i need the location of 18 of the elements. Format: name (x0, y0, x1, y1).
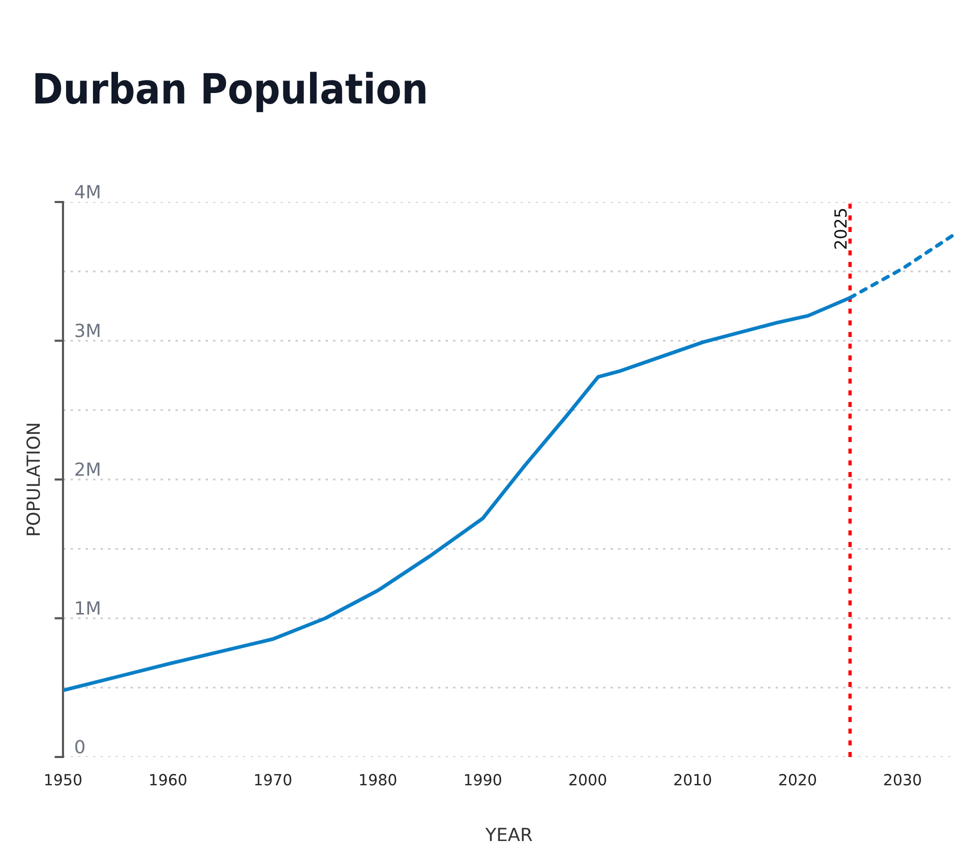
x-tick-label: 1970 (255, 774, 292, 786)
chart-title: Durban Population (35, 72, 426, 112)
ref-line-label: 2025 (834, 209, 847, 249)
x-tick-label: 2030 (884, 774, 921, 786)
x-tick-label: 1960 (150, 774, 186, 786)
x-tick-label: 2010 (674, 774, 712, 786)
x-tick-label: 1950 (45, 774, 82, 786)
y-axis-title: POPULATION (26, 424, 40, 536)
x-axis-title: YEAR (485, 828, 532, 842)
y-tick-label: 3M (75, 324, 100, 338)
x-tick-label: 2020 (779, 774, 816, 786)
y-tick-label: 4M (74, 185, 100, 198)
x-tick-label: 1990 (465, 774, 502, 786)
y-tick-label: 0 (75, 740, 84, 754)
y-tick-label: 1M (76, 601, 100, 614)
y-tick-label: 2M (75, 462, 100, 476)
x-tick-label: 1980 (360, 774, 396, 786)
x-tick-label: 2000 (569, 774, 606, 786)
